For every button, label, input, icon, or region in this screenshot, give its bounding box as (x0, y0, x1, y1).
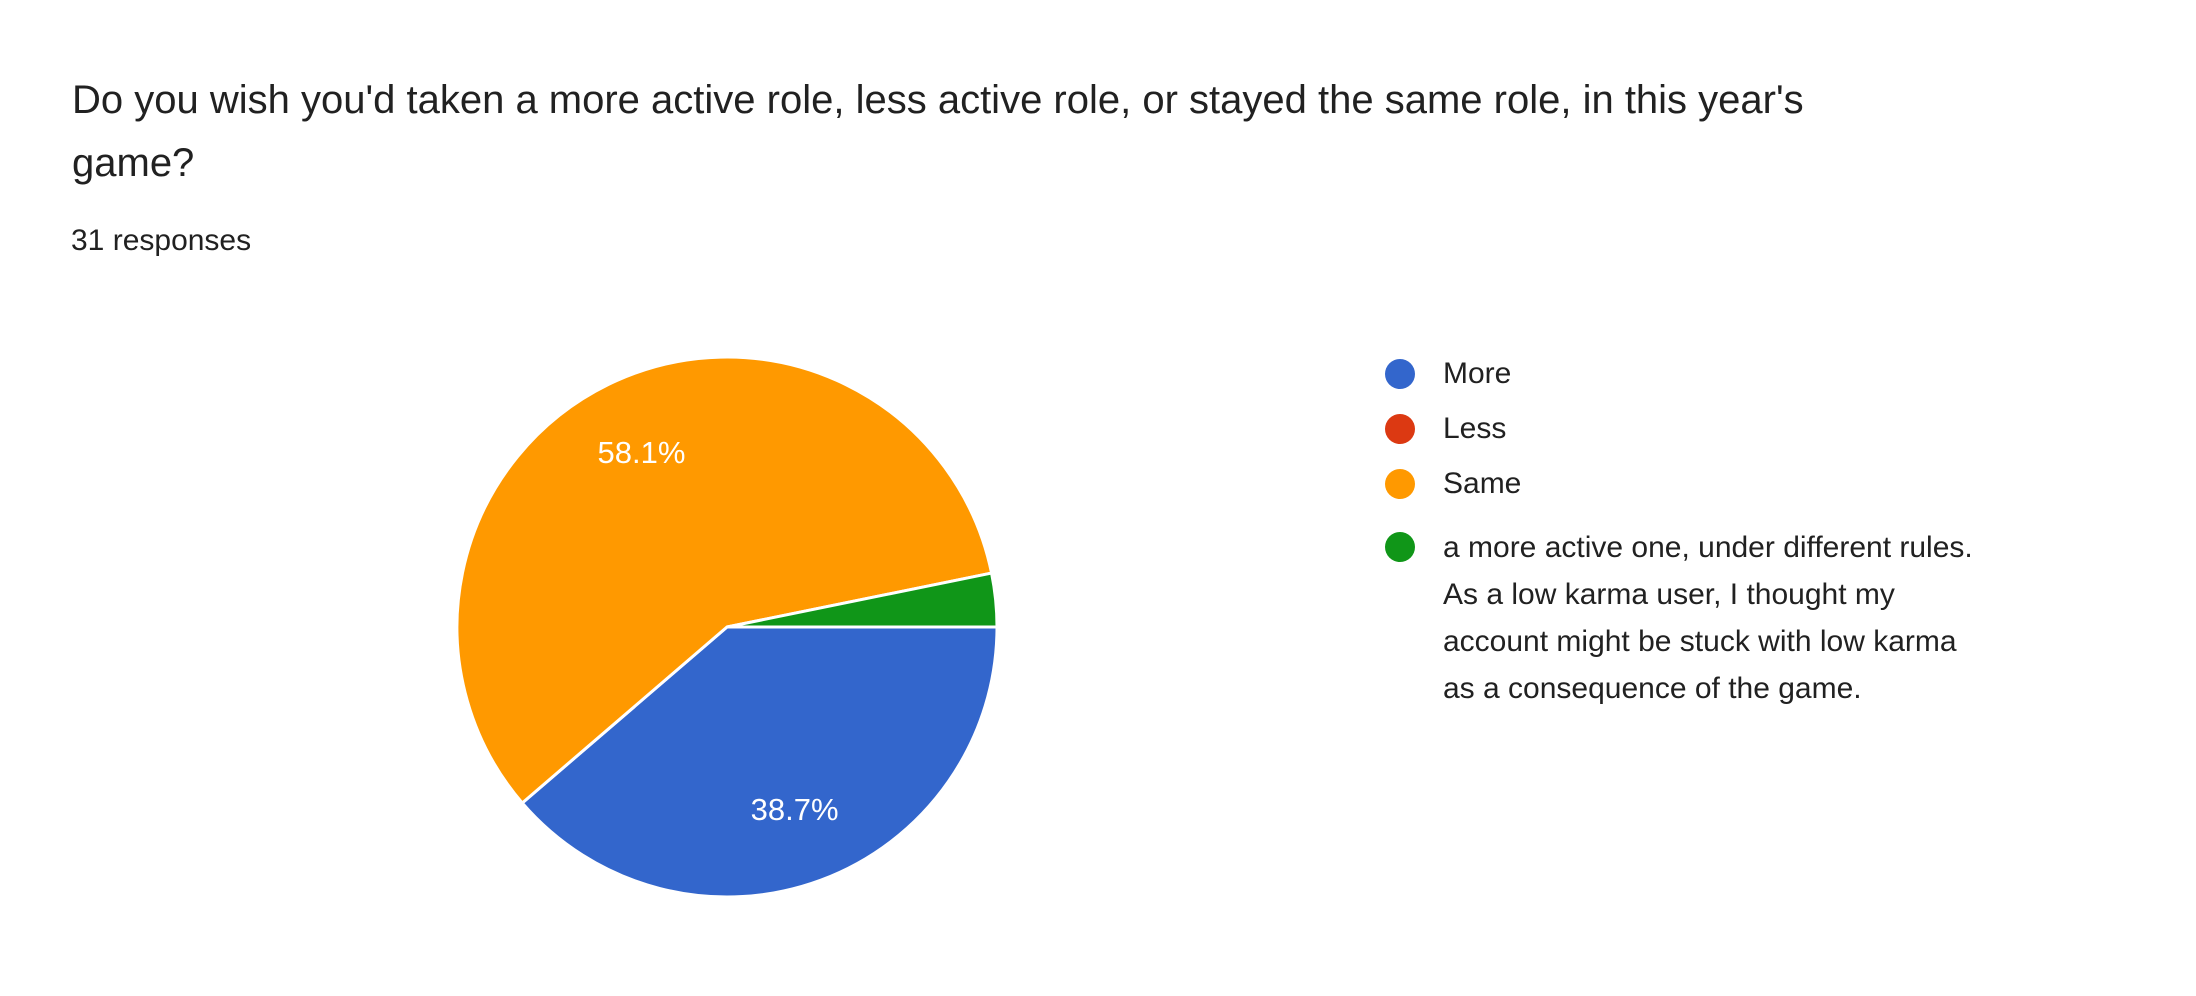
pie-slice-more[interactable] (520, 625, 999, 899)
pie-chart[interactable]: 38.7% 58.1% (447, 347, 1007, 907)
legend-label-more: More (1443, 357, 1512, 390)
legend-dot-other-answer-icon (1385, 532, 1415, 562)
legend-label-other-answer: a more active one, under different rules… (1443, 524, 1973, 712)
question-title: Do you wish you'd taken a more active ro… (72, 69, 1804, 195)
legend-label-other-line-3: account might be stuck with low karma (1443, 625, 1957, 658)
legend-item-same: Same (1385, 469, 1973, 499)
legend-label-other-line-2: As a low karma user, I thought my (1443, 578, 1895, 611)
legend-dot-less-icon (1385, 414, 1415, 444)
legend-label-same: Same (1443, 467, 1522, 500)
legend-item-less: Less (1385, 414, 1973, 444)
pie-slice-label-same: 58.1% (598, 435, 686, 470)
pie-slice-same[interactable] (455, 355, 994, 805)
legend-label-other-line-1: a more active one, under different rules… (1443, 531, 1973, 564)
response-count: 31 responses (71, 224, 252, 257)
question-title-line-2: game? (72, 141, 195, 185)
pie-slice-label-more: 38.7% (751, 792, 839, 827)
pie-slice-other-answer[interactable] (725, 571, 999, 629)
question-title-line-1: Do you wish you'd taken a more active ro… (72, 78, 1804, 122)
legend-dot-same-icon (1385, 469, 1415, 499)
legend-label-other-line-4: as a consequence of the game. (1443, 672, 1862, 705)
legend-item-other-answer: a more active one, under different rules… (1385, 524, 1973, 712)
legend-dot-more-icon (1385, 359, 1415, 389)
chart-legend: More Less Same a more active one, under … (1385, 359, 1973, 712)
legend-label-less: Less (1443, 412, 1507, 445)
legend-item-more: More (1385, 359, 1973, 389)
